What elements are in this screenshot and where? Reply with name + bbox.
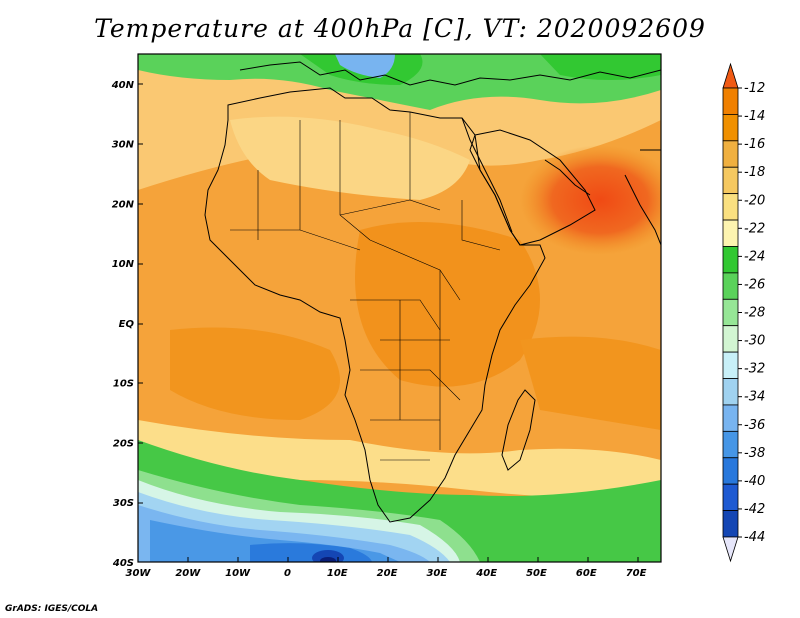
colorbar-label: -42 xyxy=(744,502,765,517)
field-atlantic-core xyxy=(170,327,340,420)
lat-tick-label: EQ xyxy=(119,319,135,330)
lon-tick-label: 10E xyxy=(327,568,348,579)
axis-ticks xyxy=(138,83,639,562)
latitude-labels: 40N 30N 20N 10N EQ 10S 20S 30S 40S xyxy=(111,80,135,569)
lat-tick-label: 10N xyxy=(112,259,135,270)
field-indian-core xyxy=(520,336,661,430)
colorbar-label: -24 xyxy=(744,249,765,264)
india-coastline xyxy=(624,149,661,246)
colorbar-label: -40 xyxy=(744,474,765,489)
lat-tick-label: 20N xyxy=(112,199,135,210)
colorbar-swatch xyxy=(722,510,739,538)
colorbar-label: -26 xyxy=(744,277,765,292)
colorbar-swatch xyxy=(722,87,739,115)
colorbar-label: -22 xyxy=(744,221,765,236)
colorbar: -12 -14 -16 -18 -20 -22 -24 -26 -28 -30 -32 -34 -36 -… xyxy=(722,62,765,563)
colorbar-label: -36 xyxy=(744,418,765,433)
map-title: Temperature at 400hPa [C], VT: 202009260… xyxy=(94,14,706,43)
lat-tick-label: 30N xyxy=(112,140,135,151)
madagascar-coastline xyxy=(501,389,536,471)
colorbar-label: -34 xyxy=(744,390,765,405)
colorbar-swatch xyxy=(722,219,739,247)
colorbar-label: -20 xyxy=(744,193,765,208)
colorbar-label: -18 xyxy=(744,165,765,180)
colorbar-swatch xyxy=(722,272,739,300)
field-north-blue xyxy=(335,54,395,78)
lon-tick-label: 20W xyxy=(175,568,201,579)
lat-tick-label: 10S xyxy=(113,379,134,390)
coastlines xyxy=(204,61,661,523)
colorbar-swatch xyxy=(722,140,739,168)
lat-tick-label: 30S xyxy=(113,498,134,509)
lon-tick-label: 10W xyxy=(225,568,251,579)
field-northeast-green xyxy=(540,54,661,80)
colorbar-swatch xyxy=(722,298,739,327)
colorbar-swatch xyxy=(722,483,739,511)
colorbar-label: -12 xyxy=(744,81,765,96)
colorbar-swatch xyxy=(722,166,739,195)
longitude-labels: 30W 20W 10W 0 10E 20E 30E 40E 50E 60E 70E xyxy=(126,568,647,579)
lat-tick-label: 40N xyxy=(111,80,135,91)
colorbar-label: -44 xyxy=(744,530,765,545)
colorbar-label: -38 xyxy=(744,446,765,461)
lat-tick-label: 20S xyxy=(113,438,134,449)
africa-coastline xyxy=(204,87,546,523)
credit-text: GrADS: IGES/COLA xyxy=(5,604,99,614)
colorbar-swatch xyxy=(722,457,739,485)
country-borders xyxy=(230,112,501,461)
colorbar-label: -32 xyxy=(744,362,765,377)
persian-gulf xyxy=(544,159,591,196)
colorbar-swatch xyxy=(722,351,739,379)
colorbar-label: -28 xyxy=(744,306,765,321)
lon-tick-label: 20E xyxy=(377,568,398,579)
colorbar-label: -14 xyxy=(744,109,765,124)
lon-tick-label: 60E xyxy=(576,568,597,579)
map-frame xyxy=(137,53,662,563)
lon-tick-label: 40E xyxy=(475,568,497,579)
lat-tick-label: 40S xyxy=(112,558,134,569)
lon-tick-label: 0 xyxy=(284,568,291,579)
lon-tick-label: 30E xyxy=(426,568,447,579)
lon-tick-label: 30W xyxy=(126,568,152,579)
colorbar-label: -30 xyxy=(744,334,765,349)
arabia-coastline xyxy=(474,129,596,246)
colorbar-bottom-arrow xyxy=(722,536,739,563)
europe-coastline xyxy=(239,61,661,86)
colorbar-swatch xyxy=(722,246,739,274)
lon-tick-label: 70E xyxy=(626,568,647,579)
field-cold-5 xyxy=(312,550,344,562)
colorbar-swatch xyxy=(722,325,739,353)
colorbar-swatch xyxy=(722,378,739,406)
colorbar-top-arrow xyxy=(722,62,739,89)
field-central-core xyxy=(355,222,540,387)
lon-tick-label: 50E xyxy=(526,568,547,579)
colorbar-swatch xyxy=(722,404,739,432)
colorbar-swatch xyxy=(722,430,739,459)
field-cold-6 xyxy=(320,557,336,562)
colorbar-swatch xyxy=(722,193,739,221)
colorbar-swatch xyxy=(722,114,739,142)
red-sea xyxy=(461,117,513,233)
temperature-field xyxy=(138,54,661,562)
colorbar-label: -16 xyxy=(744,137,765,152)
